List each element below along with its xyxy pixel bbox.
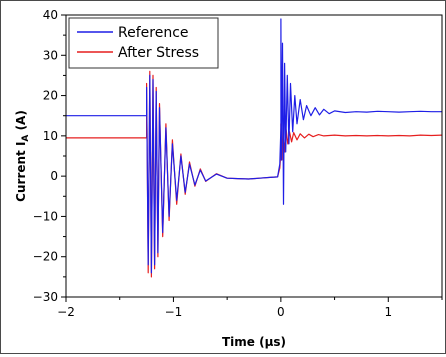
x-tick-label: 1 [384, 305, 392, 319]
y-axis-label-unit: (A) [14, 110, 28, 134]
y-tick-label: −30 [33, 290, 58, 304]
x-axis-label: Time (µs) [222, 335, 286, 349]
y-tick-label: 40 [43, 8, 58, 22]
legend-box [68, 17, 219, 69]
y-axis-label-main: Current I [14, 142, 28, 202]
data-layer [66, 18, 443, 278]
y-tick-label: −10 [33, 209, 58, 223]
legend-label-after-stress: After Stress [118, 45, 199, 61]
legend: Reference After Stress [68, 17, 219, 69]
y-tick-label: −20 [33, 250, 58, 264]
y-axis-label-subscript: A [21, 135, 31, 142]
y-axis-label: Current IA (A) [14, 110, 31, 202]
y-tick-label: 30 [43, 48, 58, 62]
x-tick-label: −1 [165, 305, 183, 319]
y-tick-label: 10 [43, 129, 58, 143]
series-line-after-stress [66, 70, 443, 278]
x-tick-label: 0 [277, 305, 285, 319]
legend-label-reference: Reference [118, 25, 189, 41]
y-tick-label: 0 [50, 169, 58, 183]
y-tick-label: 20 [43, 89, 58, 103]
series-line-reference [66, 18, 442, 274]
x-tick-label: −2 [57, 305, 75, 319]
